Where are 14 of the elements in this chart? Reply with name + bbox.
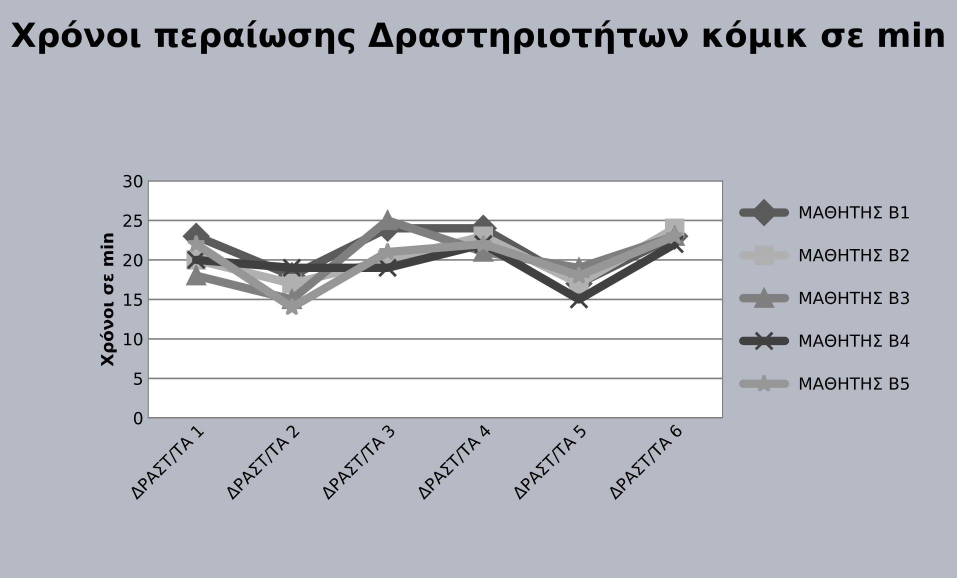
legend-label: ΜΑΘΗΤΗΣ Β1 (800, 206, 909, 219)
y-tick-label: 20 (123, 254, 142, 266)
y-tick-label: 25 (123, 214, 142, 227)
y-axis-title: Χρόνοι σε min (100, 234, 117, 366)
y-tick-label: 5 (134, 372, 142, 385)
chart-title: Χρόνοι περαίωσης Δραστηριοτήτων κόμικ σε min (11, 20, 944, 54)
legend-label: ΜΑΘΗΤΗΣ Β2 (800, 248, 909, 262)
y-tick-label: 10 (124, 332, 142, 346)
legend-label: ΜΑΘΗΤΗΣ Β5 (800, 377, 909, 390)
y-tick-label: 15 (124, 294, 142, 306)
y-tick-label: 0 (134, 412, 142, 424)
legend-label: ΜΑΘΗΤΗΣ Β4 (800, 334, 910, 348)
y-tick-label: 30 (124, 174, 142, 188)
legend-label: ΜΑΘΗΤΗΣ Β3 (800, 292, 909, 304)
